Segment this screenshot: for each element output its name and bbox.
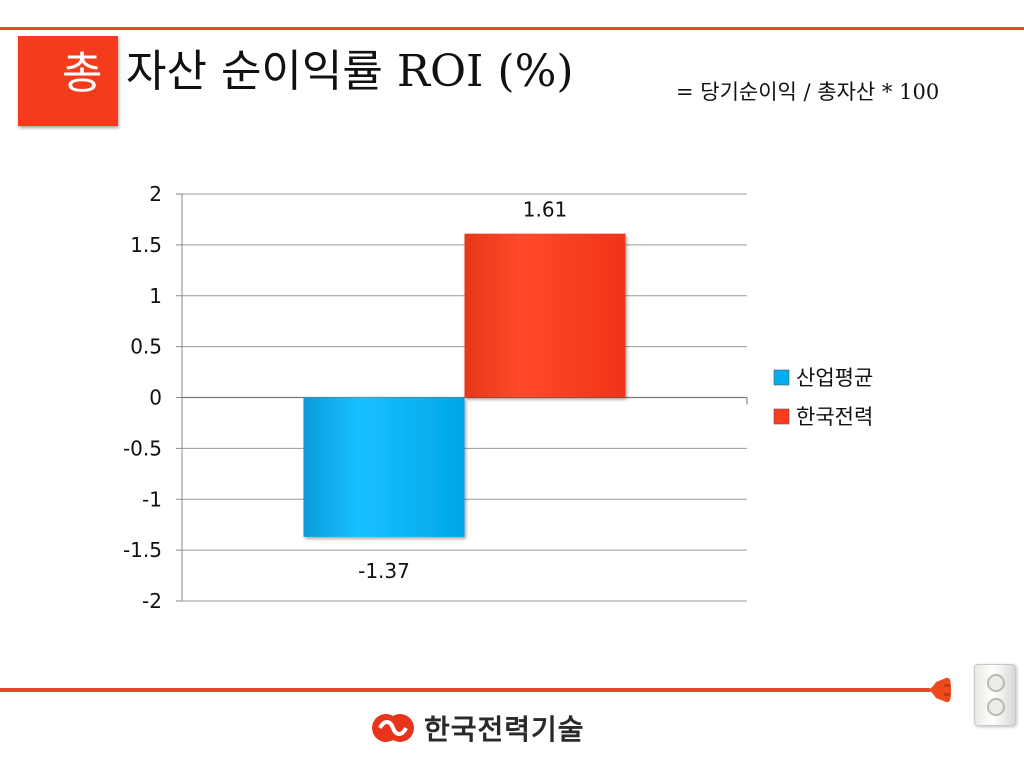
y-tick-label: 1 bbox=[149, 284, 162, 308]
y-tick-label: -2 bbox=[142, 589, 162, 613]
y-tick-label: -1.5 bbox=[123, 538, 162, 562]
outlet-hole-icon bbox=[987, 698, 1005, 716]
power-outlet-icon bbox=[974, 664, 1016, 726]
title-formula: = 당기순이익 / 총자산 * 100 bbox=[676, 80, 940, 104]
legend-label-1: 한국전력 bbox=[796, 405, 873, 429]
y-tick-label: -0.5 bbox=[123, 436, 162, 460]
data-label-1: 1.61 bbox=[523, 198, 568, 222]
bottom-rule bbox=[0, 688, 930, 692]
legend-swatch-1 bbox=[773, 408, 790, 425]
company-logo-text: 한국전력기술 bbox=[424, 713, 585, 746]
bar-0 bbox=[303, 397, 465, 537]
y-tick-label: 0 bbox=[149, 386, 162, 410]
plug-icon bbox=[924, 677, 951, 703]
legend-swatch-0 bbox=[773, 369, 790, 386]
data-label-0: -1.37 bbox=[358, 559, 410, 583]
y-tick-label: 2 bbox=[149, 182, 162, 206]
title-badge-text: 총 bbox=[62, 48, 103, 99]
company-logo-mark-icon bbox=[372, 714, 414, 742]
bar-1 bbox=[464, 233, 626, 398]
y-tick-label: 1.5 bbox=[130, 233, 162, 257]
outlet-hole-icon bbox=[987, 674, 1005, 692]
company-logo: 한국전력기술 bbox=[370, 708, 585, 748]
title-badge: 총 bbox=[18, 36, 118, 126]
y-tick-label: 0.5 bbox=[130, 335, 162, 359]
y-tick-label: -1 bbox=[142, 487, 162, 511]
slide-title: 자산 순이익률 ROI (%) bbox=[126, 46, 574, 97]
top-rule bbox=[0, 27, 1024, 30]
legend-label-0: 산업평균 bbox=[796, 366, 873, 390]
